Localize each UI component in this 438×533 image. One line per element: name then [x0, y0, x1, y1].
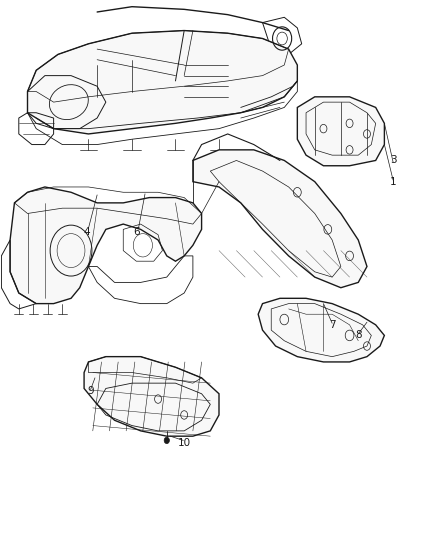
Polygon shape [28, 30, 297, 134]
Text: 4: 4 [83, 227, 89, 237]
Polygon shape [84, 357, 219, 436]
Polygon shape [193, 150, 367, 288]
Polygon shape [297, 97, 385, 166]
Text: 8: 8 [355, 330, 362, 341]
Text: 7: 7 [329, 320, 336, 330]
Bar [306, 224, 317, 235]
Text: 1: 1 [390, 176, 396, 187]
Text: 6: 6 [133, 227, 140, 237]
Polygon shape [10, 187, 201, 304]
Text: 10: 10 [178, 438, 191, 448]
Text: 9: 9 [87, 386, 94, 396]
Bar [332, 256, 343, 266]
Circle shape [164, 437, 170, 443]
Text: 3: 3 [390, 156, 396, 165]
Polygon shape [258, 298, 385, 362]
